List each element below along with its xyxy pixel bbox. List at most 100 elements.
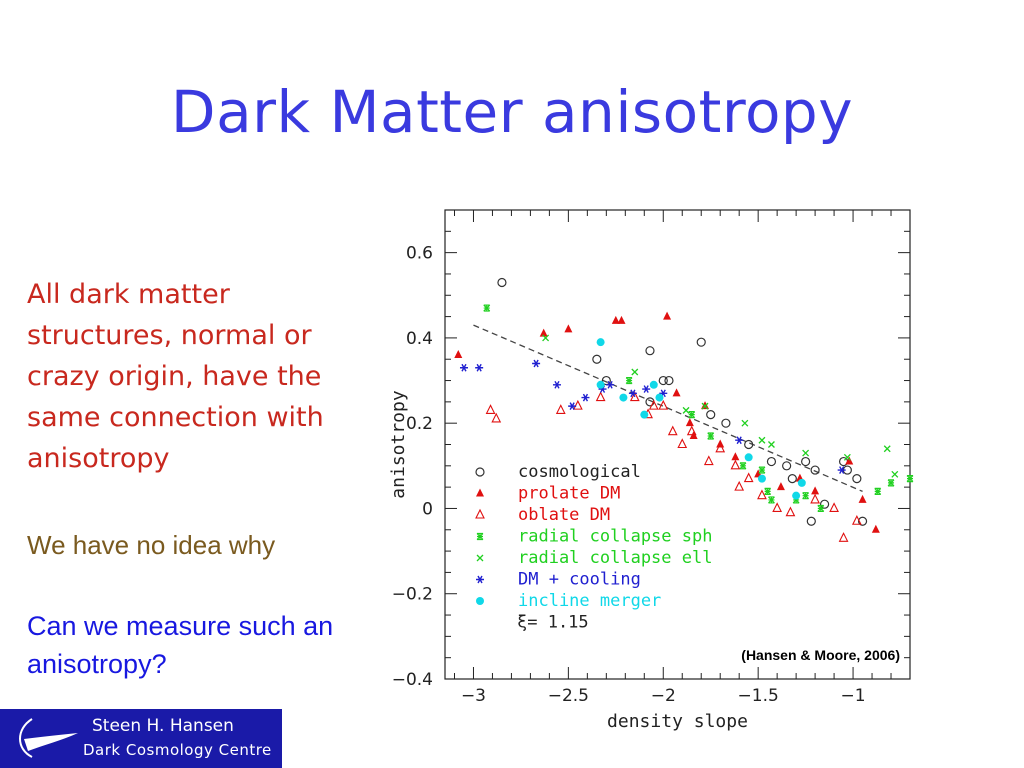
fit-label: ξ= 1.15 [517, 613, 589, 633]
data-point-cosmological [658, 375, 668, 386]
legend-label: radial collapse ell [518, 548, 712, 568]
data-point-oblate-dm [838, 532, 849, 542]
data-point-incline-merger [596, 338, 605, 347]
data-point-dm-cooling [532, 359, 541, 368]
plot-frame [444, 209, 911, 680]
data-point-oblate-dm [686, 425, 697, 436]
footer-banner: Steen H. Hansen Dark Cosmology Centre [0, 709, 282, 768]
legend-label: prolate DM [518, 484, 620, 504]
legend-label: oblate DM [518, 505, 610, 525]
legend-label: cosmological [518, 462, 641, 482]
data-point-oblate-dm [715, 442, 726, 453]
data-point-prolate-dm [672, 388, 681, 397]
data-point-prolate-dm [776, 482, 785, 491]
legend-marker [475, 467, 485, 477]
data-point-oblate-dm [555, 404, 566, 414]
data-point-oblate-dm [629, 391, 640, 402]
data-point-incline-merger [744, 453, 753, 462]
legend-marker [476, 554, 484, 562]
data-point-radial-collapse-sph [906, 475, 914, 483]
data-point-dm-cooling [568, 402, 577, 410]
data-point-oblate-dm [667, 425, 678, 436]
data-point-oblate-dm [677, 438, 688, 449]
data-point-radial-collapse-sph [764, 487, 772, 495]
data-point-radial-collapse-sph [625, 376, 633, 385]
data-point-radial-collapse-sph [887, 479, 895, 487]
data-point-oblate-dm [485, 404, 496, 414]
y-tick-label: 0.6 [406, 244, 433, 264]
data-point-radial-collapse-sph [758, 466, 766, 474]
y-tick-label: −0.4 [392, 670, 433, 690]
data-point-incline-merger [619, 393, 628, 402]
data-point-cosmological [592, 354, 602, 364]
data-point-oblate-dm [491, 412, 502, 423]
data-point-oblate-dm [572, 399, 583, 410]
data-point-cosmological [806, 516, 816, 526]
data-point-cosmological [744, 439, 754, 450]
data-point-dm-cooling [552, 380, 561, 389]
data-point-prolate-dm [858, 494, 867, 503]
data-point-incline-merger [797, 478, 806, 487]
data-point-cosmological [766, 456, 777, 467]
data-point-incline-merger [596, 380, 605, 389]
data-point-cosmological [645, 346, 655, 356]
data-point-cosmological [801, 456, 811, 467]
data-point-cosmological [819, 499, 830, 509]
data-point-oblate-dm [648, 399, 659, 410]
data-point-dm-cooling [581, 393, 590, 402]
data-point-cosmological [857, 516, 868, 526]
data-point-oblate-dm [730, 459, 741, 470]
data-point-radial-collapse-sph [707, 432, 715, 440]
data-point-oblate-dm [734, 480, 745, 491]
data-point-prolate-dm [454, 349, 463, 358]
data-point-oblate-dm [595, 391, 606, 402]
data-point-prolate-dm [811, 486, 820, 495]
data-point-oblate-dm [658, 399, 669, 410]
data-point-oblate-dm [757, 489, 767, 500]
aside-text: We have no idea why [27, 530, 276, 560]
data-point-oblate-dm [743, 472, 754, 483]
footer-organization: Dark Cosmology Centre [83, 741, 272, 759]
data-point-prolate-dm [731, 452, 740, 461]
x-tick-label: −3 [461, 686, 486, 706]
data-point-cosmological [706, 410, 716, 420]
data-point-prolate-dm [539, 328, 548, 337]
data-point-radial-collapse-ell [741, 419, 749, 427]
data-point-oblate-dm [772, 502, 783, 513]
data-point-radial-collapse-sph [688, 411, 696, 419]
slide-title: Dark Matter anisotropy [170, 78, 854, 146]
data-point-radial-collapse-sph [874, 487, 882, 495]
data-point-radial-collapse-sph [768, 496, 775, 504]
data-point-oblate-dm [829, 502, 839, 513]
data-point-radial-collapse-sph [802, 492, 810, 500]
data-point-dm-cooling [475, 363, 484, 372]
data-point-radial-collapse-ell [767, 441, 775, 448]
data-point-radial-collapse-sph [739, 462, 747, 470]
citation-annotation: (Hansen & Moore, 2006) [741, 647, 900, 663]
x-tick-label: −1 [841, 686, 866, 706]
data-point-radial-collapse-sph [483, 304, 491, 312]
data-point-prolate-dm [617, 315, 626, 324]
legend-marker [476, 532, 484, 541]
legend-label: radial collapse sph [518, 527, 712, 547]
x-tick-label: −1.5 [738, 686, 779, 706]
y-tick-label: 0 [422, 499, 433, 519]
data-point-radial-collapse-ell [802, 449, 810, 457]
x-axis-label: density slope [607, 711, 748, 732]
question-text: Can we measure such an anisotropy? [27, 611, 334, 679]
data-point-prolate-dm [701, 401, 710, 410]
data-point-prolate-dm [611, 315, 620, 324]
data-point-cosmological [787, 474, 797, 484]
data-point-prolate-dm [663, 311, 672, 320]
y-axis-label: anisotropy [388, 390, 409, 499]
data-point-cosmological [782, 461, 792, 471]
data-point-radial-collapse-ell [701, 402, 709, 410]
x-tick-label: −2.5 [548, 686, 589, 706]
data-point-oblate-dm [851, 515, 862, 525]
y-tick-label: 0.4 [406, 329, 433, 349]
data-point-prolate-dm [685, 418, 694, 427]
data-point-cosmological [810, 465, 820, 475]
data-point-incline-merger [649, 380, 658, 389]
y-tick-label: −0.2 [392, 585, 433, 605]
legend-label: DM + cooling [518, 570, 641, 590]
